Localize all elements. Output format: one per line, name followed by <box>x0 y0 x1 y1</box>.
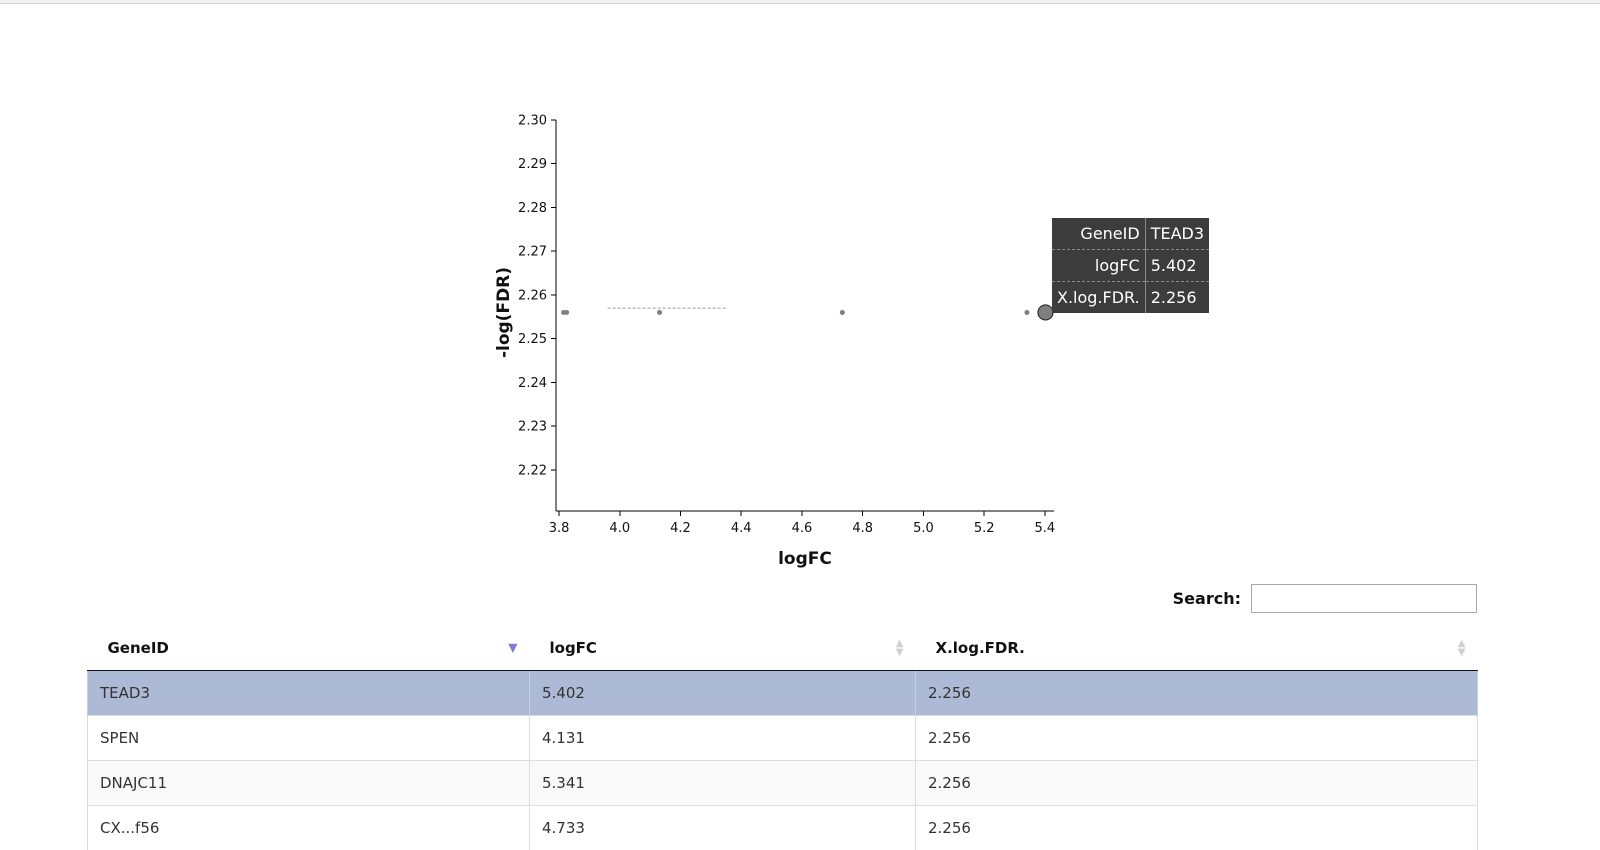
tooltip-row-logfc: logFC 5.402 <box>1052 250 1209 282</box>
tooltip-key: X.log.FDR. <box>1052 282 1145 314</box>
y-tick-label: 2.24 <box>518 376 547 391</box>
tooltip-value: 5.402 <box>1145 250 1209 282</box>
x-tick-label: 4.8 <box>852 521 873 536</box>
column-header-label: logFC <box>550 639 597 657</box>
table-cell: 5.402 <box>530 671 916 716</box>
table-header-row: GeneID ▼ logFC ▲▼ X.log.FDR. ▲▼ <box>88 625 1478 671</box>
column-header-logfc[interactable]: logFC ▲▼ <box>530 625 916 671</box>
x-tick-label: 4.0 <box>609 521 630 536</box>
table-cell: 2.256 <box>916 761 1478 806</box>
x-axis-label: logFC <box>778 549 832 569</box>
data-table: GeneID ▼ logFC ▲▼ X.log.FDR. ▲▼ TEAD3 5.… <box>87 625 1478 850</box>
y-tick-label: 2.25 <box>518 332 547 347</box>
table-cell: 2.256 <box>916 716 1478 761</box>
table-cell: SPEN <box>88 716 530 761</box>
y-axis-label: -log(FDR) <box>494 267 514 358</box>
volcano-scatter-plot: 2.22 2.23 2.24 2.25 2.26 2.27 2.28 2.29 2.30 3.8 4… <box>0 0 1600 580</box>
tooltip-row-fdr: X.log.FDR. 2.256 <box>1052 282 1209 314</box>
search-label: Search: <box>1173 589 1241 608</box>
table-cell: TEAD3 <box>88 671 530 716</box>
tooltip-value: TEAD3 <box>1145 218 1209 250</box>
column-header-label: X.log.FDR. <box>936 639 1025 657</box>
y-tick-label: 2.29 <box>518 157 547 172</box>
table-row[interactable]: SPEN 4.131 2.256 <box>88 716 1478 761</box>
sort-both-icon: ▲▼ <box>896 639 904 657</box>
x-tick-label: 5.4 <box>1035 521 1056 536</box>
tooltip-value: 2.256 <box>1145 282 1209 314</box>
data-point <box>1024 310 1029 315</box>
y-tick-label: 2.28 <box>518 201 547 216</box>
y-tick-label: 2.23 <box>518 420 547 435</box>
search-input[interactable] <box>1251 584 1477 613</box>
column-header-fdr[interactable]: X.log.FDR. ▲▼ <box>916 625 1478 671</box>
point-tooltip: GeneID TEAD3 logFC 5.402 X.log.FDR. 2.25… <box>1052 218 1209 313</box>
x-tick-label: 5.2 <box>974 521 995 536</box>
data-point <box>564 310 569 315</box>
data-point <box>840 310 845 315</box>
sort-descending-icon: ▼ <box>508 643 517 652</box>
y-tick-label: 2.26 <box>518 288 547 303</box>
x-tick-label: 4.6 <box>792 521 813 536</box>
search-bar: Search: <box>1173 584 1477 613</box>
y-tick-label: 2.27 <box>518 245 547 260</box>
table-cell: 2.256 <box>916 671 1478 716</box>
y-tick-label: 2.30 <box>518 114 547 129</box>
table-cell: 5.341 <box>530 761 916 806</box>
tooltip-row-geneid: GeneID TEAD3 <box>1052 218 1209 250</box>
highlighted-data-point <box>1038 305 1053 320</box>
column-header-geneid[interactable]: GeneID ▼ <box>88 625 530 671</box>
table-cell: 4.131 <box>530 716 916 761</box>
tooltip-key: GeneID <box>1052 218 1145 250</box>
y-tick-label: 2.22 <box>518 463 547 478</box>
x-tick-label: 4.4 <box>731 521 752 536</box>
x-tick-label: 5.0 <box>913 521 934 536</box>
table-row[interactable]: TEAD3 5.402 2.256 <box>88 671 1478 716</box>
table-row[interactable]: DNAJC11 5.341 2.256 <box>88 761 1478 806</box>
data-point <box>657 310 662 315</box>
sort-both-icon: ▲▼ <box>1458 639 1466 657</box>
x-tick-label: 3.8 <box>549 521 570 536</box>
table-cell: DNAJC11 <box>88 761 530 806</box>
x-tick-label: 4.2 <box>670 521 691 536</box>
tooltip-key: logFC <box>1052 250 1145 282</box>
column-header-label: GeneID <box>108 639 169 657</box>
